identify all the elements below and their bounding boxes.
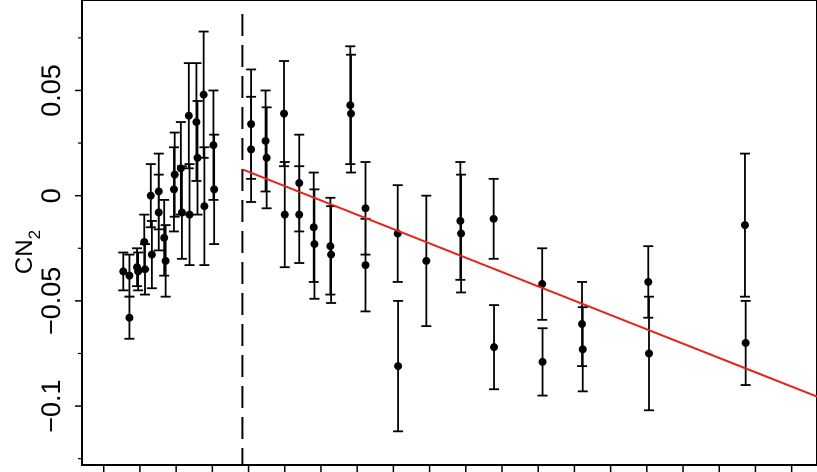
data-point xyxy=(361,261,370,270)
data-point xyxy=(578,345,587,354)
data-point xyxy=(422,256,431,265)
data-point xyxy=(140,237,149,246)
data-point xyxy=(295,210,304,219)
data-point xyxy=(645,349,653,358)
data-point xyxy=(146,191,155,200)
data-point xyxy=(247,145,256,154)
data-point xyxy=(177,208,186,217)
data-point xyxy=(346,101,355,110)
data-point xyxy=(125,271,134,280)
data-point xyxy=(490,343,499,352)
data-point xyxy=(280,210,289,219)
data-points xyxy=(119,90,750,371)
y-tick-label: 0 xyxy=(36,188,66,203)
data-point xyxy=(134,267,143,276)
y-axis-label-main: CN xyxy=(11,239,38,274)
y-tick-label: 0.05 xyxy=(36,64,66,117)
data-point xyxy=(141,265,149,274)
data-point xyxy=(262,153,271,162)
data-point xyxy=(210,185,219,194)
y-axis: 0.05 0 −0.05 −0.1 xyxy=(36,37,82,460)
y-tick-label: −0.1 xyxy=(36,379,66,432)
data-point xyxy=(740,221,749,230)
data-point xyxy=(125,313,134,322)
data-point xyxy=(200,202,209,211)
data-point xyxy=(280,109,289,118)
data-point xyxy=(209,141,218,150)
y-axis-label-sub: 2 xyxy=(25,230,44,239)
fit-line xyxy=(242,168,817,398)
data-point xyxy=(160,233,169,242)
error-bars xyxy=(118,30,751,433)
data-point xyxy=(161,256,170,265)
data-point xyxy=(193,153,202,162)
data-point xyxy=(741,338,750,347)
data-point xyxy=(644,277,653,286)
data-point xyxy=(489,214,498,223)
data-point xyxy=(456,216,465,225)
data-point xyxy=(184,111,193,120)
data-point xyxy=(394,362,403,371)
data-point xyxy=(347,109,356,118)
data-point xyxy=(147,250,156,259)
data-point xyxy=(199,90,208,99)
data-point xyxy=(538,357,547,366)
plot-frame xyxy=(81,0,817,466)
data-point xyxy=(457,229,466,238)
data-point xyxy=(327,250,336,259)
data-point xyxy=(170,170,179,179)
y-tick-label: −0.05 xyxy=(36,267,66,335)
data-point xyxy=(261,136,270,145)
data-point xyxy=(154,187,163,196)
data-point xyxy=(295,179,304,188)
data-point xyxy=(192,118,201,127)
data-point xyxy=(247,120,256,129)
data-point xyxy=(578,320,587,329)
data-point xyxy=(185,210,194,219)
data-point xyxy=(169,185,178,194)
y-axis-label: CN2 xyxy=(11,230,44,274)
data-point xyxy=(310,240,319,249)
data-point xyxy=(326,242,335,251)
data-point xyxy=(119,267,128,276)
data-point xyxy=(361,204,370,213)
data-point xyxy=(309,223,318,232)
data-point xyxy=(176,164,185,173)
x-axis xyxy=(102,465,793,472)
data-point xyxy=(154,208,163,217)
data-point xyxy=(538,280,547,289)
